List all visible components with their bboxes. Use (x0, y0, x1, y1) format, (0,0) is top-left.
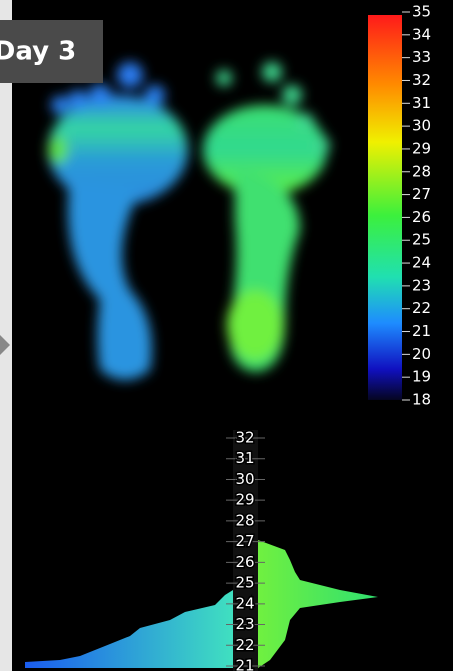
scale-tick-label: 27 (412, 185, 431, 203)
scale-tick-label: 35 (412, 3, 431, 21)
scale-tick-label: 29 (412, 139, 431, 157)
day-label: Day 3 (0, 37, 76, 67)
histogram-tick-label: 25 (235, 574, 254, 592)
left-foot (48, 62, 188, 380)
scale-tick-label: 33 (412, 48, 431, 66)
scale-tick-label: 25 (412, 231, 431, 249)
scale-tick-label: 24 (412, 254, 431, 272)
scale-tick-label: 26 (412, 208, 431, 226)
histogram-tick-label: 22 (235, 636, 254, 654)
scale-tick-label: 22 (412, 299, 431, 317)
scale-tick-label: 18 (412, 391, 431, 409)
scale-tick-label: 20 (412, 345, 431, 363)
histogram-tick-label: 29 (235, 491, 254, 509)
thermal-view: Day 3 35 34 33 32 31 30 29 28 27 26 25 24 23 22 21 20 19… (0, 0, 453, 671)
side-strip (0, 0, 12, 671)
scale-tick-label: 21 (412, 322, 431, 340)
histogram-tick-label: 21 (235, 657, 254, 671)
histogram-tick-label: 31 (235, 449, 254, 467)
scale-tick-label: 28 (412, 162, 431, 180)
scale-tick-label: 34 (412, 25, 431, 43)
histogram-tick-label: 32 (235, 429, 254, 447)
scale-tick-label: 19 (412, 368, 431, 386)
scale-tick-label: 32 (412, 71, 431, 89)
histogram-tick-label: 23 (235, 615, 254, 633)
histogram-tick-label: 27 (235, 532, 254, 550)
scale-tick-label: 23 (412, 276, 431, 294)
histogram (25, 430, 378, 671)
scale-tick-label: 30 (412, 117, 431, 135)
scale-tick-label: 31 (412, 94, 431, 112)
histogram-tick-label: 28 (235, 511, 254, 529)
color-scale (368, 15, 402, 400)
right-foot (203, 62, 330, 372)
histogram-tick-label: 30 (235, 470, 254, 488)
histogram-tick-label: 26 (235, 553, 254, 571)
histogram-tick-label: 24 (235, 594, 254, 612)
